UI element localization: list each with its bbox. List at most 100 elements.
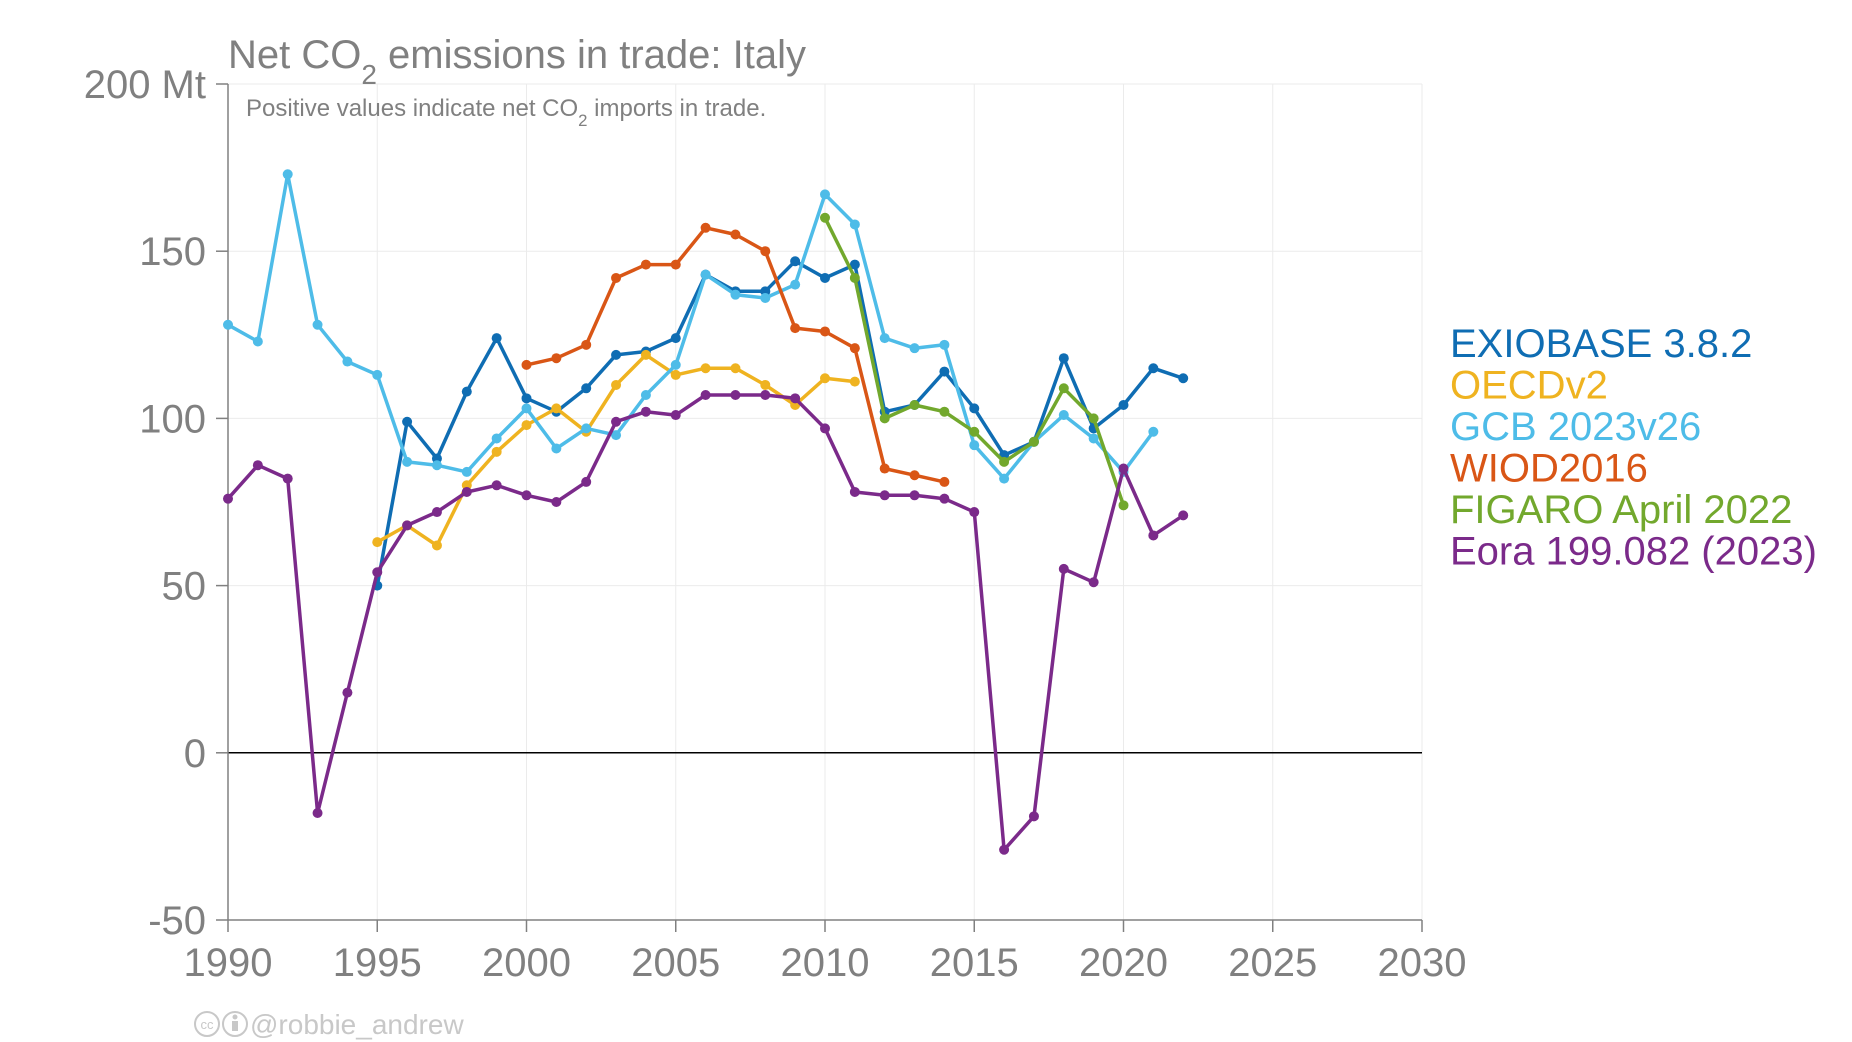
data-point	[939, 366, 950, 377]
data-point	[312, 319, 323, 330]
data-point	[999, 844, 1010, 855]
data-point	[611, 416, 622, 427]
data-point	[611, 430, 622, 441]
data-point	[521, 393, 532, 404]
data-point	[760, 246, 771, 257]
data-point	[223, 319, 233, 330]
data-point	[491, 446, 502, 457]
data-point	[312, 807, 323, 818]
y-tick-label: 50	[162, 565, 207, 609]
data-point	[909, 470, 920, 481]
data-point	[820, 326, 830, 337]
data-point	[342, 687, 353, 698]
data-point	[1058, 410, 1069, 421]
data-point	[1118, 500, 1129, 511]
data-point	[730, 229, 741, 240]
series-line	[375, 259, 1185, 588]
series-wiod2016	[521, 222, 950, 487]
data-point	[939, 476, 950, 487]
creative-commons-icon: cc	[194, 1011, 220, 1037]
data-point	[223, 493, 233, 504]
data-point	[581, 383, 592, 394]
x-tick-label: 2005	[631, 941, 720, 985]
data-point	[760, 293, 771, 304]
legend-label: OECDv2	[1450, 364, 1608, 408]
data-point	[1058, 563, 1069, 574]
data-point	[849, 343, 860, 354]
data-point	[849, 272, 860, 283]
series-line	[226, 393, 1185, 852]
data-point	[1088, 433, 1099, 444]
data-point	[969, 440, 980, 451]
data-point	[581, 476, 592, 487]
data-point	[1028, 811, 1039, 822]
data-point	[611, 272, 622, 283]
data-point	[820, 423, 830, 434]
data-point	[640, 389, 651, 400]
series-exiobase-3-8-2	[372, 256, 1189, 591]
x-tick-label: 2025	[1228, 941, 1317, 985]
data-point	[1178, 510, 1189, 521]
data-point	[670, 333, 681, 344]
data-point	[969, 426, 980, 437]
data-point	[670, 369, 681, 380]
y-tick-labels: -50 0 50 100 150 200 Mt	[84, 63, 206, 943]
data-point	[640, 406, 651, 417]
data-point	[879, 333, 890, 344]
data-point	[372, 567, 383, 578]
grid	[228, 83, 1423, 920]
data-point	[1058, 353, 1069, 364]
data-point	[252, 336, 263, 347]
data-point	[1148, 530, 1159, 541]
legend-label: FIGARO April 2022	[1450, 488, 1792, 532]
data-point	[820, 212, 830, 223]
data-point	[730, 363, 741, 374]
series-oecdv2	[372, 349, 860, 551]
data-point	[820, 373, 830, 384]
y-tick-label: -50	[148, 899, 206, 943]
svg-text:cc: cc	[201, 1017, 215, 1032]
data-point	[790, 323, 801, 334]
data-point	[491, 433, 502, 444]
data-point	[551, 403, 562, 414]
data-point	[342, 356, 353, 367]
data-point	[969, 507, 980, 518]
data-point	[760, 379, 771, 390]
data-point	[491, 480, 502, 491]
data-point	[282, 473, 293, 484]
data-point	[1118, 400, 1129, 411]
data-point	[431, 540, 442, 551]
y-tick-label: 150	[139, 230, 206, 274]
data-point	[939, 406, 950, 417]
x-tick-label: 2030	[1378, 941, 1467, 985]
data-point	[820, 272, 830, 283]
data-point	[700, 222, 711, 233]
data-point	[999, 473, 1010, 484]
x-tick-label: 2000	[482, 941, 571, 985]
data-point	[521, 403, 532, 414]
data-point	[611, 379, 622, 390]
data-point	[521, 490, 532, 501]
data-point	[730, 289, 741, 300]
data-point	[1148, 363, 1159, 374]
data-point	[849, 259, 860, 270]
series-line	[226, 172, 1156, 481]
data-point	[461, 466, 472, 477]
data-point	[1028, 436, 1039, 447]
data-point	[431, 460, 442, 471]
data-point	[939, 339, 950, 350]
data-point	[730, 389, 741, 400]
data-point	[879, 490, 890, 501]
data-point	[939, 493, 950, 504]
data-point	[521, 420, 532, 431]
data-point	[909, 343, 920, 354]
data-point	[1088, 577, 1099, 588]
data-point	[1118, 463, 1129, 474]
data-point	[700, 363, 711, 374]
data-point	[252, 460, 263, 471]
chart-subtitle: Positive values indicate net CO2 imports…	[246, 95, 766, 130]
data-point	[521, 359, 532, 370]
credit-handle: @robbie_andrew	[250, 1009, 464, 1040]
data-point	[431, 507, 442, 518]
